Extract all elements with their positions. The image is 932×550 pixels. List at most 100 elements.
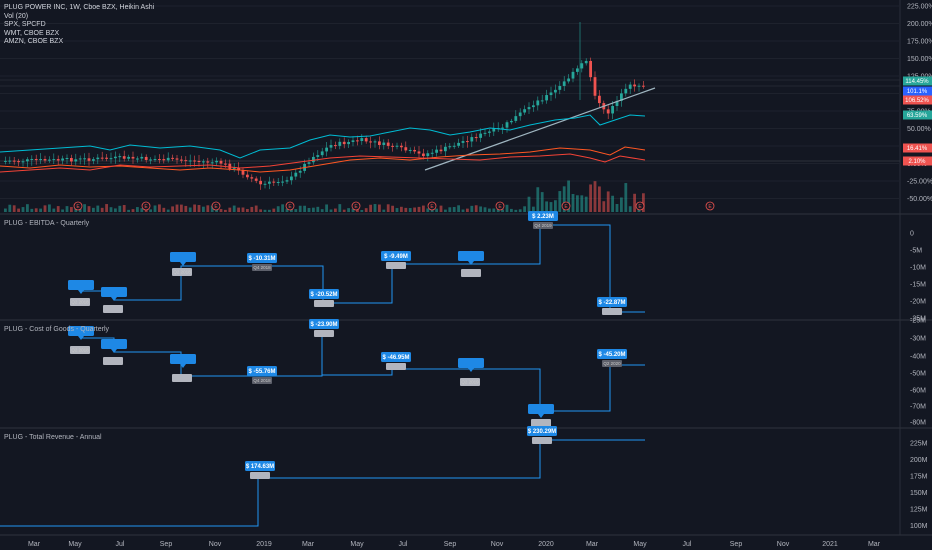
candle-body bbox=[263, 183, 267, 185]
revenue-axis-label: 125M bbox=[910, 507, 928, 514]
value-tag-box bbox=[527, 426, 557, 436]
volume-bar bbox=[325, 204, 328, 212]
wmt-line bbox=[0, 153, 646, 173]
candle-body bbox=[162, 159, 166, 161]
candle-body bbox=[259, 180, 262, 185]
volume-bar bbox=[83, 204, 86, 212]
cogs-value-tag: $ -45.20M Q2 2020 bbox=[597, 349, 627, 367]
time-axis-label: Sep bbox=[444, 541, 457, 548]
volume-bar bbox=[510, 208, 513, 212]
volume-bar bbox=[606, 191, 610, 212]
legend-amzn[interactable]: AMZN, CBOE BZX bbox=[4, 38, 64, 45]
volume-bar bbox=[140, 208, 144, 212]
volume-bar bbox=[298, 205, 302, 212]
legend-wmt[interactable]: WMT, CBOE BZX bbox=[4, 29, 60, 37]
period-label: Q4 2018 bbox=[253, 378, 271, 383]
main-legend[interactable]: PLUG POWER INC, 1W, Cboe BZX, Heikin Ash… bbox=[4, 4, 154, 47]
volume-bar bbox=[109, 207, 113, 212]
volume-bar bbox=[144, 209, 148, 212]
candle-body bbox=[571, 71, 575, 79]
ebitda-tag-blank bbox=[170, 252, 196, 266]
volume-bar bbox=[536, 187, 540, 212]
period-box bbox=[386, 262, 406, 269]
legend-main-symbol[interactable]: PLUG POWER INC, 1W, Cboe BZX, Heikin Ash… bbox=[4, 4, 155, 11]
candle-body bbox=[312, 156, 315, 163]
volume-bar bbox=[518, 209, 522, 212]
time-axis[interactable]: Mar May Jul Sep Nov 2019 Mar May Jul Sep Nov 2020 Ma… bbox=[28, 541, 881, 548]
cogs-axis-label: -70M bbox=[910, 404, 926, 411]
volume-bar bbox=[122, 205, 126, 212]
volume-bar bbox=[39, 208, 42, 212]
candle-body bbox=[180, 159, 183, 161]
candle-body bbox=[483, 132, 487, 134]
candle-body bbox=[342, 141, 346, 145]
candle-body bbox=[136, 158, 139, 160]
volume-bar bbox=[320, 209, 324, 212]
legend-spx[interactable]: SPX, SPCFD bbox=[4, 21, 46, 28]
candle-body bbox=[43, 159, 47, 161]
revenue-axis-label: 175M bbox=[910, 474, 928, 481]
value-tag-box bbox=[597, 349, 627, 359]
price-tag-box bbox=[903, 143, 932, 153]
volume-bar bbox=[567, 180, 570, 212]
volume-bar bbox=[452, 207, 456, 212]
candle-body bbox=[382, 142, 386, 145]
volume-bar bbox=[329, 209, 333, 212]
ebitda-value-tag: $ -20.52M bbox=[309, 289, 339, 307]
tag-pointer bbox=[78, 336, 84, 340]
candle-body bbox=[642, 85, 645, 87]
revenue-pane-title[interactable]: PLUG - Total Revenue - Annual bbox=[4, 434, 102, 441]
period-box bbox=[172, 374, 192, 382]
volume-bar bbox=[426, 208, 430, 212]
volume-bar bbox=[615, 203, 619, 212]
value-tag-text: $ 2.23M bbox=[532, 214, 554, 220]
period-box bbox=[532, 437, 552, 444]
candle-body bbox=[215, 160, 218, 163]
ebitda-value-tag: $ -22.87M bbox=[597, 297, 627, 315]
candle-body bbox=[290, 176, 293, 181]
time-axis-label: Sep bbox=[730, 541, 743, 548]
volume-bar bbox=[30, 208, 34, 212]
volume-bar bbox=[386, 204, 390, 212]
earnings-e-icon-glyph: E bbox=[430, 204, 434, 210]
value-tag-text: $ -55.76M bbox=[248, 369, 275, 375]
candle-body bbox=[408, 149, 412, 151]
candle-body bbox=[633, 84, 636, 87]
period-label: Q2 2020 bbox=[603, 361, 621, 366]
candle-body bbox=[580, 63, 584, 69]
candle-body bbox=[4, 160, 7, 162]
cogs-period-box bbox=[103, 357, 123, 365]
volume-bar bbox=[228, 207, 232, 212]
value-tag-box bbox=[247, 366, 277, 376]
volume-bar bbox=[633, 193, 636, 212]
volume-bar bbox=[153, 205, 157, 212]
volume-bar bbox=[435, 208, 438, 212]
candle-body bbox=[268, 181, 271, 184]
cogs-tag-blank bbox=[458, 358, 484, 372]
volume-bar bbox=[4, 208, 7, 212]
candle-body bbox=[298, 170, 302, 173]
earnings-e-icon bbox=[427, 201, 437, 211]
legend-volume[interactable]: Vol (20) bbox=[4, 12, 29, 20]
volume-bar bbox=[580, 195, 584, 212]
candle-body bbox=[232, 167, 236, 169]
volume-bar bbox=[395, 208, 399, 212]
volume-bar bbox=[470, 205, 474, 212]
tag-box bbox=[528, 404, 554, 414]
fundamental-value-tags[interactable]: Q2 2018 Q2 2018 $ -10.31M Q4 2018 $ -20.52M $… bbox=[68, 211, 627, 479]
tag-box bbox=[68, 326, 94, 336]
cogs-pane-title[interactable]: PLUG - Cost of Goods - Quarterly bbox=[4, 326, 110, 333]
time-axis-label: 2019 bbox=[256, 541, 272, 548]
period-box bbox=[252, 264, 272, 271]
volume-bar bbox=[175, 204, 179, 212]
candle-body bbox=[413, 149, 416, 152]
candle-body bbox=[338, 141, 342, 146]
candle-body bbox=[26, 159, 29, 162]
volume-bar bbox=[554, 200, 557, 212]
ebitda-pane-title[interactable]: PLUG - EBITDA - Quarterly bbox=[4, 220, 90, 227]
candle-body bbox=[554, 89, 557, 93]
volume-bar bbox=[584, 196, 588, 212]
tag-pointer bbox=[538, 414, 544, 418]
